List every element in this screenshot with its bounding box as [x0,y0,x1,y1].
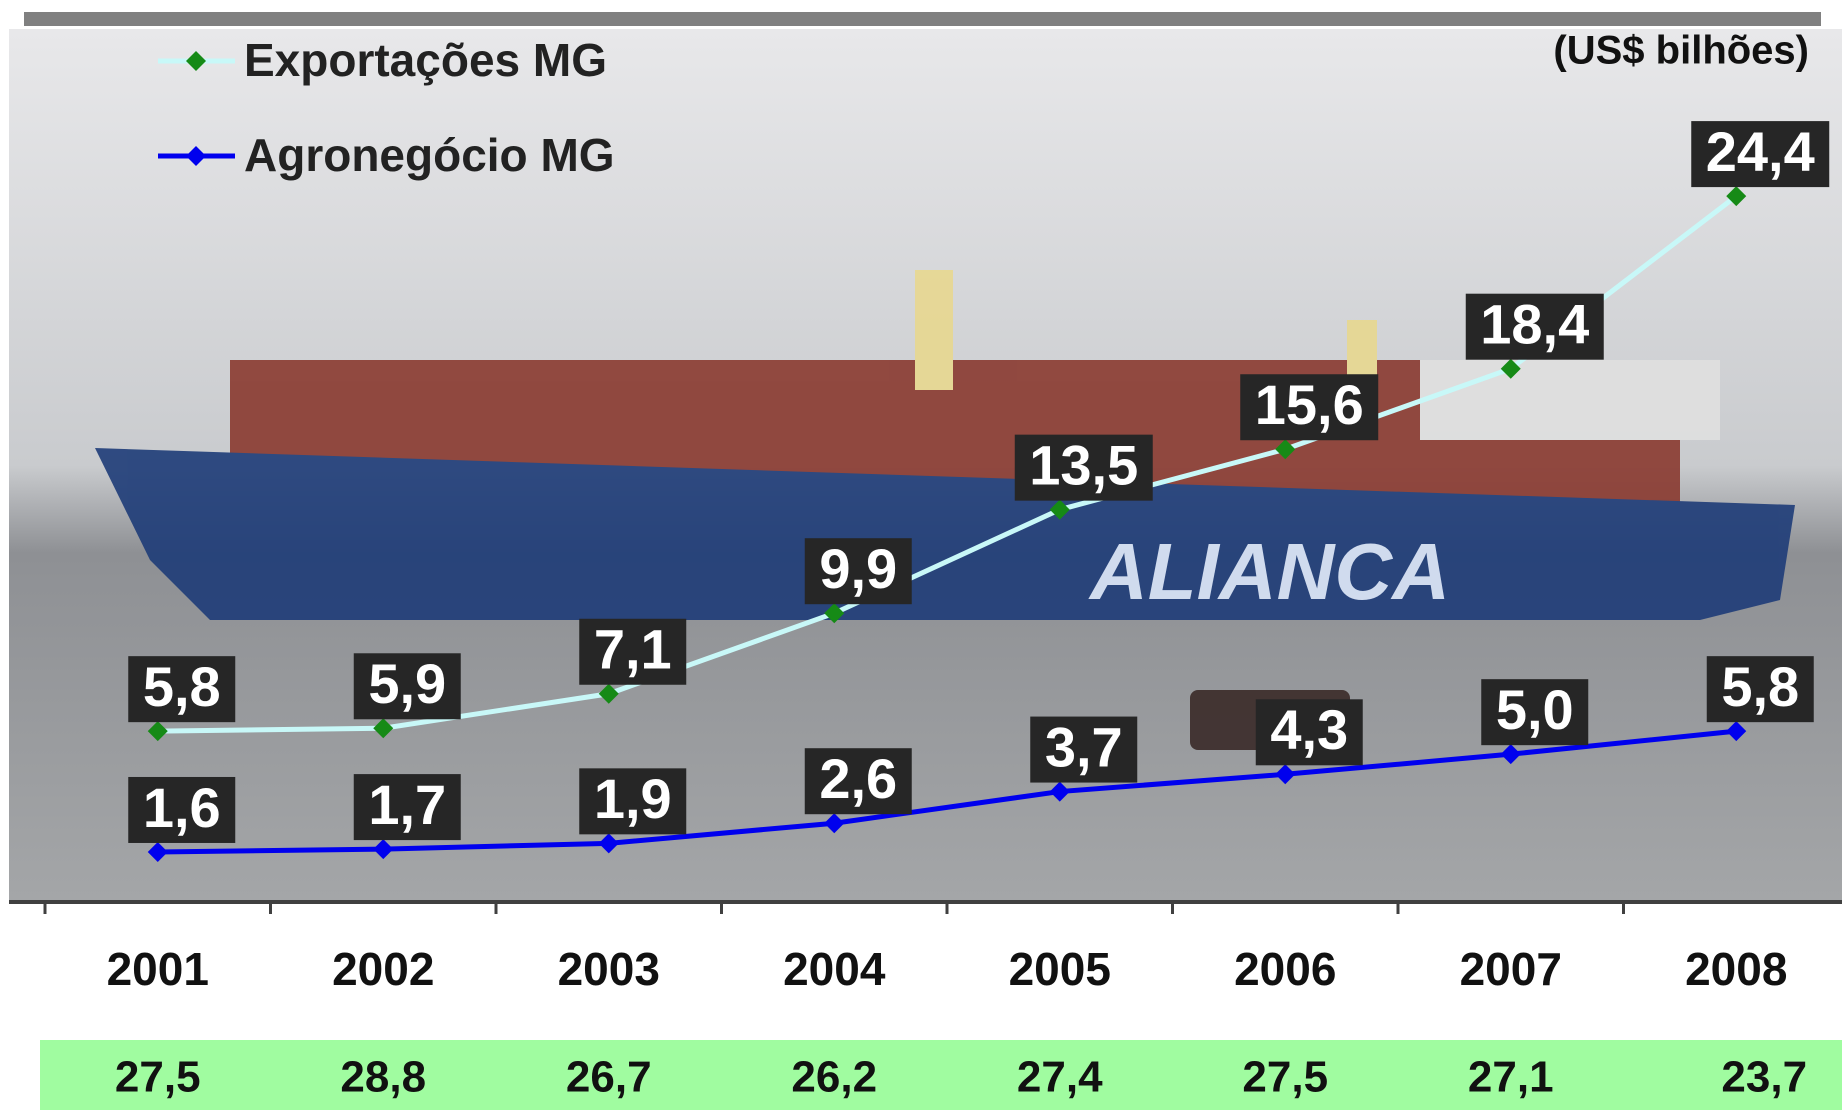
data-label: 1,6 [143,776,221,839]
marker [1500,744,1521,765]
marker [1275,439,1296,460]
marker [1049,499,1070,520]
x-tick-label: 2008 [1685,943,1787,995]
bottom-row-value: 28,8 [340,1053,426,1102]
data-label: 24,4 [1706,120,1815,183]
legend-marker [186,51,206,71]
data-label-box [1465,293,1604,360]
data-label-box [128,656,236,723]
series-line [157,194,1738,734]
unit-note: (US$ bilhões) [1553,29,1809,73]
data-label-box [579,768,687,835]
legend-label: Exportações MG [244,34,607,86]
data-label-box [1240,374,1379,441]
bottom-row-value: 26,7 [566,1053,652,1102]
data-label: 13,5 [1029,433,1138,496]
data-label: 4,3 [1270,698,1348,761]
data-label-box [1691,121,1830,188]
x-tick-label: 2005 [1009,943,1111,995]
data-label-box [353,774,461,841]
data-label-box [1255,699,1363,766]
data-label-box [1030,716,1138,783]
data-label: 5,8 [143,655,221,718]
marker [1726,721,1747,742]
data-label-box [804,538,912,605]
data-label: 15,6 [1255,373,1364,436]
x-tick-label: 2001 [107,943,209,995]
x-tick-label: 2007 [1460,943,1562,995]
x-tick-label: 2003 [558,943,660,995]
data-label-box [1706,656,1814,723]
bottom-row-value: 23,7 [1721,1053,1807,1102]
data-label-box [1481,679,1589,746]
data-label-box [353,653,461,720]
data-label: 1,7 [368,773,446,836]
marker [147,841,168,862]
marker [1049,781,1070,802]
marker [598,833,619,854]
marker [1500,358,1521,379]
data-label: 1,9 [594,767,672,830]
data-label: 9,9 [819,537,897,600]
data-label-box [128,776,236,843]
data-label-box [579,618,687,685]
marker [824,603,845,624]
data-label: 3,7 [1045,715,1123,778]
bottom-row-value: 27,5 [115,1053,201,1102]
bottom-row-value: 27,5 [1242,1053,1328,1102]
data-label: 5,9 [368,652,446,715]
svg-text:ALIANCA: ALIANCA [1088,527,1450,616]
bottom-row-value: 26,2 [791,1053,877,1102]
data-label: 5,8 [1721,655,1799,718]
marker [824,813,845,834]
x-tick-label: 2006 [1234,943,1336,995]
marker [1275,764,1296,785]
ship: ALIANCA [95,270,1795,750]
data-label: 2,6 [819,747,897,810]
data-label: 18,4 [1480,292,1589,355]
series-line [157,728,1737,855]
legend-marker [186,146,206,166]
x-tick-label: 2002 [332,943,434,995]
top-bar [24,12,1821,26]
data-label-box [804,748,912,815]
legend-label: Agronegócio MG [244,129,615,181]
marker [147,721,168,742]
bottom-row-bg [40,1040,1842,1110]
marker [373,839,394,860]
bottom-row-value: 27,1 [1468,1053,1554,1102]
marker [598,683,619,704]
bottom-row-value: 27,4 [1017,1053,1103,1102]
data-label: 7,1 [594,618,672,681]
x-tick-label: 2004 [783,943,886,995]
data-label: 5,0 [1496,678,1574,741]
marker [1726,186,1747,207]
data-label-box [1014,434,1153,501]
marker [373,718,394,739]
